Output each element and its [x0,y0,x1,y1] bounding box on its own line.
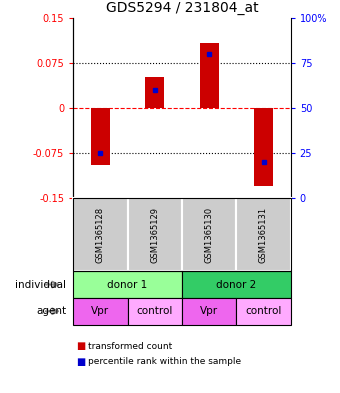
Text: GSM1365131: GSM1365131 [259,207,268,263]
Text: percentile rank within the sample: percentile rank within the sample [88,358,241,366]
Text: donor 2: donor 2 [216,279,256,290]
Text: GSM1365129: GSM1365129 [150,207,159,263]
Text: control: control [137,306,173,316]
Text: control: control [245,306,282,316]
Text: GSM1365128: GSM1365128 [96,207,105,263]
Bar [145,77,164,108]
Text: donor 1: donor 1 [107,279,148,290]
Text: ■: ■ [76,357,86,367]
Text: Vpr: Vpr [200,306,218,316]
Title: GDS5294 / 231804_at: GDS5294 / 231804_at [106,1,258,15]
Text: ■: ■ [76,341,86,351]
Text: GSM1365130: GSM1365130 [205,207,214,263]
Text: Vpr: Vpr [91,306,109,316]
Text: agent: agent [36,306,66,316]
Bar [200,43,219,108]
Text: individual: individual [15,279,66,290]
Text: transformed count: transformed count [88,342,173,351]
Bar [254,108,273,186]
Bar [91,108,110,165]
